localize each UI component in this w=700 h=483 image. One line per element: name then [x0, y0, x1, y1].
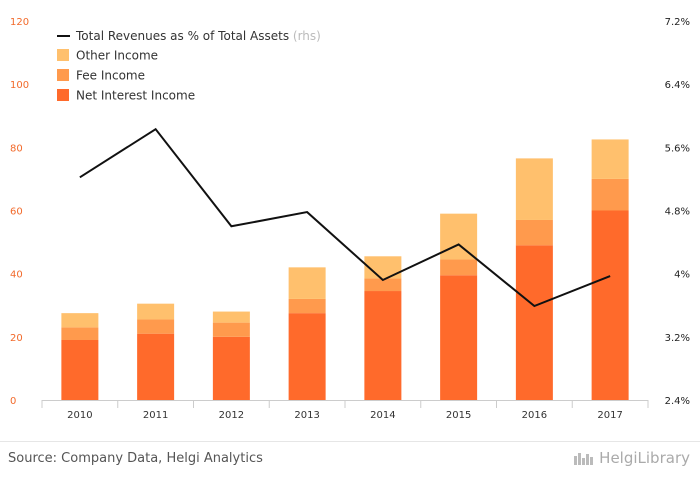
- y-right-tick-label: 4%: [674, 270, 690, 281]
- y-right-tick-label: 2.4%: [665, 396, 690, 407]
- legend-label-line: Total Revenues as % of Total Assets (rhs…: [75, 29, 321, 43]
- x-tick-label-2012: 2012: [219, 410, 244, 421]
- x-tick-label-2010: 2010: [67, 410, 92, 421]
- x-tick-label-2016: 2016: [522, 410, 547, 421]
- bar-net-interest-income-2016: [515, 245, 553, 400]
- bar-fee-income-2014: [364, 278, 402, 292]
- y-right-tick-label: 5.6%: [665, 143, 690, 154]
- legend-rhs-note: (rhs): [293, 29, 321, 43]
- y-right-tick-label: 4.8%: [665, 207, 690, 218]
- bar-net-interest-income-2010: [61, 339, 99, 400]
- legend-label-net-interest-income: Net Interest Income: [76, 89, 195, 103]
- bar-other-income-2010: [61, 313, 99, 328]
- bar-other-income-2015: [440, 213, 478, 260]
- bar-other-income-2011: [137, 303, 175, 320]
- axes-group: 2010 2011 2012 2013 2014 2015 2016 2017 0 20 40 60 8…: [10, 17, 690, 421]
- y-left-tick-label: 60: [10, 207, 23, 218]
- legend: Total Revenues as % of Total Assets (rhs…: [57, 29, 321, 103]
- legend-swatch-net-interest-income: [57, 89, 69, 101]
- y-left-tick-label: 80: [10, 143, 23, 154]
- y-right-tick-label: 6.4%: [665, 80, 690, 91]
- bar-other-income-2017: [591, 139, 629, 179]
- bar-other-income-2012: [212, 311, 250, 323]
- bar-fee-income-2016: [515, 219, 553, 246]
- brand-name: HelgiLibrary: [599, 449, 690, 467]
- bar-fee-income-2015: [440, 259, 478, 276]
- bar-net-interest-income-2011: [137, 333, 175, 400]
- bars-group: [61, 139, 629, 400]
- line-total-revenues-pct-assets: [79, 127, 611, 308]
- bar-fee-income-2010: [61, 327, 99, 340]
- x-tick-label-2014: 2014: [370, 410, 395, 421]
- y-left-tick-label: 20: [10, 333, 23, 344]
- brand-logo: HelgiLibrary: [573, 449, 690, 467]
- x-tick-label-2017: 2017: [597, 410, 622, 421]
- bar-fee-income-2017: [591, 178, 629, 211]
- bar-net-interest-income-2017: [591, 210, 629, 400]
- footer-divider: [0, 441, 700, 442]
- bar-other-income-2016: [515, 158, 553, 220]
- x-tick-label-2011: 2011: [143, 410, 168, 421]
- library-icon: [574, 453, 594, 465]
- bar-fee-income-2012: [212, 322, 250, 337]
- bar-net-interest-income-2013: [288, 313, 326, 400]
- y-right-tick-label: 7.2%: [665, 17, 690, 28]
- x-tick-label-2015: 2015: [446, 410, 471, 421]
- y-left-tick-label: 120: [10, 17, 29, 28]
- y-right-tick-label: 3.2%: [665, 333, 690, 344]
- legend-label-other-income: Other Income: [76, 49, 158, 63]
- source-note: Source: Company Data, Helgi Analytics: [8, 451, 263, 466]
- x-tick-label-2013: 2013: [294, 410, 319, 421]
- legend-swatch-fee-income: [57, 69, 69, 81]
- bar-net-interest-income-2015: [440, 275, 478, 400]
- bar-fee-income-2011: [137, 319, 175, 334]
- bar-other-income-2013: [288, 267, 326, 299]
- line-layer: [79, 127, 611, 308]
- y-left-tick-label: 0: [10, 396, 16, 407]
- y-left-tick-label: 100: [10, 80, 29, 91]
- revenue-chart: 2010 2011 2012 2013 2014 2015 2016 2017 0 20 40 60 8…: [10, 17, 690, 421]
- y-left-tick-label: 40: [10, 270, 23, 281]
- bar-net-interest-income-2012: [212, 336, 250, 400]
- bar-net-interest-income-2014: [364, 291, 402, 400]
- legend-label-fee-income: Fee Income: [76, 69, 145, 83]
- legend-swatch-other-income: [57, 49, 69, 61]
- bar-fee-income-2013: [288, 298, 326, 314]
